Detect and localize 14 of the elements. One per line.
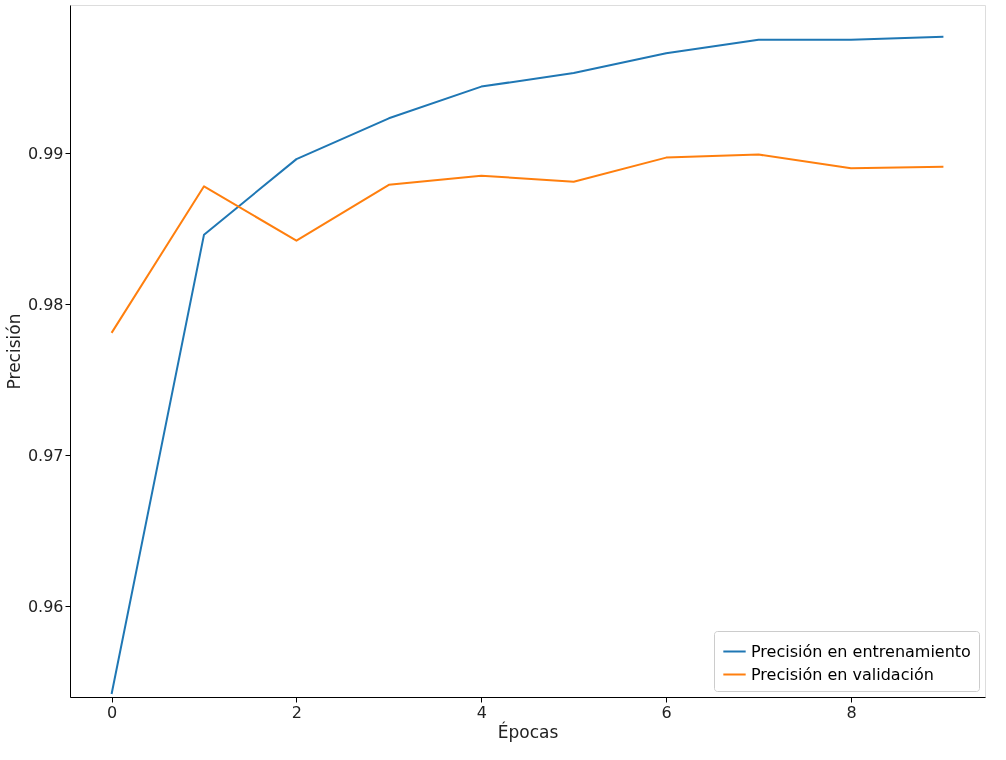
y-tick-label: 0.96 xyxy=(27,596,64,616)
x-axis-title: Épocas xyxy=(497,720,559,742)
x-tick-label: 4 xyxy=(476,702,487,722)
line-series xyxy=(110,153,945,334)
legend-label: Precisión en validación xyxy=(751,664,934,684)
legend-label: Precisión en entrenamiento xyxy=(751,641,971,661)
y-tick-label: 0.97 xyxy=(27,445,64,465)
x-tick-label: 0 xyxy=(107,702,118,722)
x-tick-label: 6 xyxy=(661,702,672,722)
x-tick-label: 2 xyxy=(291,702,303,722)
x-tick-label: 8 xyxy=(846,702,857,722)
y-tick-label: 0.98 xyxy=(27,294,64,314)
y-axis-title: Precisión xyxy=(3,313,24,390)
y-tick-label: 0.99 xyxy=(27,143,64,163)
